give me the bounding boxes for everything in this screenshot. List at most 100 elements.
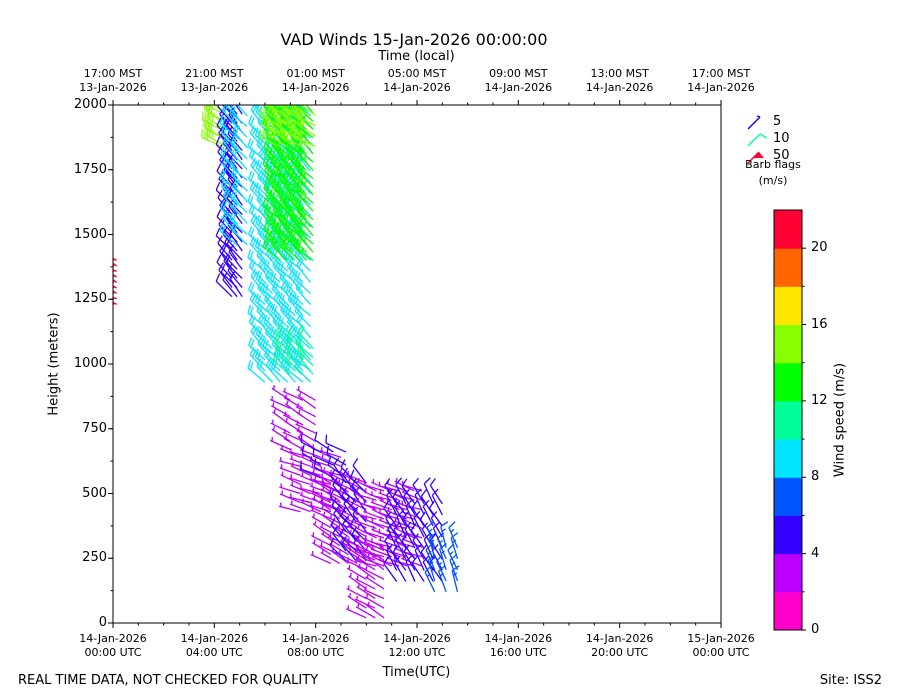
x-top-tick-date: 13-Jan-2026 (180, 81, 249, 94)
barb-feather (222, 202, 227, 211)
barb-feather (272, 174, 277, 183)
wind-barb (236, 105, 248, 117)
barb-feather (275, 180, 280, 190)
barb-feather-half (282, 214, 286, 219)
wind-barb (225, 163, 243, 188)
barb-staff (271, 387, 291, 401)
barb-staff (231, 121, 248, 138)
barb-feather (100, 271, 101, 279)
barb-staff (310, 553, 332, 565)
barb-feather (286, 105, 288, 109)
barb-staff (270, 179, 288, 196)
barb-feather (329, 488, 335, 498)
barb-feather (254, 182, 259, 192)
barb-feather (281, 127, 284, 137)
barb-feather (98, 246, 100, 254)
barb-feather-half (273, 408, 276, 414)
barb-staff (230, 143, 248, 160)
barb-staff (319, 450, 342, 458)
barb-staff (401, 541, 416, 560)
barb-feather-half (281, 230, 285, 236)
x-bottom-tick-time: 00:00 UTC (692, 646, 750, 659)
barb-feather-half (288, 181, 292, 187)
barb-feather (278, 153, 285, 162)
barb-feather (274, 354, 279, 363)
barb-feather (231, 199, 238, 208)
barb-staff (297, 235, 314, 253)
barb-feather (275, 94, 279, 102)
barb-staff (113, 278, 118, 283)
wind-barb (275, 323, 291, 349)
barb-staff (249, 132, 266, 150)
barb-feather-half (366, 573, 369, 579)
x-bottom-tick-date: 15-Jan-2026 (687, 632, 755, 645)
barb-feather (210, 105, 214, 115)
wind-barb (97, 242, 118, 261)
barb-feather (220, 124, 226, 133)
wind-barb (269, 172, 288, 196)
barb-staff (262, 246, 281, 261)
barb-feather (233, 201, 240, 210)
barb-feather-half (275, 222, 279, 227)
wind-barb (219, 168, 238, 192)
barb-staff (113, 290, 118, 294)
barb-staff (265, 142, 281, 161)
barb-feather-half (298, 409, 301, 415)
barb-staff (355, 606, 376, 619)
barb-feather (270, 303, 276, 313)
barb-staff (258, 264, 274, 283)
wind-barb (392, 556, 415, 567)
barb-feather (297, 240, 302, 249)
barb-feather (100, 278, 101, 286)
wind-barb (289, 188, 307, 212)
barb-staff (232, 152, 248, 170)
wind-barb (364, 593, 385, 609)
barb-staff (447, 549, 459, 571)
wind-barb (296, 426, 316, 442)
barb-staff (232, 206, 248, 224)
barb-feather (269, 172, 275, 181)
barb-feather (273, 334, 278, 343)
barb-feather (300, 109, 304, 119)
wind-barb (231, 145, 248, 170)
wind-barb (279, 464, 301, 476)
barb-staff (423, 483, 434, 505)
barb-feather (221, 224, 226, 234)
barb-feather (296, 221, 301, 230)
barb-staff (329, 498, 349, 511)
barb-staff (319, 500, 340, 511)
barb-feather (97, 242, 98, 250)
barb-staff (265, 364, 281, 383)
colorbar-segment (774, 515, 802, 555)
barb-feather (231, 221, 236, 230)
barb-staff (297, 331, 314, 349)
barb-feather (301, 118, 305, 128)
wind-barb (278, 457, 301, 467)
barb-feather (329, 537, 335, 546)
barb-feather-half (297, 426, 300, 432)
x-top-tick-time: 05:00 MST (387, 67, 447, 80)
barb-feather (99, 255, 100, 264)
barb-staff (300, 468, 321, 479)
barb-feather (258, 146, 264, 155)
barb-staff (273, 242, 289, 261)
barb-feather (254, 127, 259, 136)
wind-barb (320, 454, 342, 467)
barb-group-blue-far (424, 521, 460, 593)
barb-feather-half (284, 99, 286, 103)
wind-barb (283, 155, 301, 180)
wind-barb (423, 477, 434, 505)
wind-barb (319, 542, 340, 556)
barb-staff (428, 507, 443, 527)
barb-staff (312, 541, 332, 556)
wind-barb (220, 200, 238, 224)
barb-feather (392, 545, 399, 554)
barb-feather (278, 194, 285, 203)
barb-staff (289, 213, 307, 229)
barb-staff (256, 366, 274, 383)
barb-staff (295, 406, 316, 418)
wind-barb (229, 211, 248, 235)
barb-feather-half (282, 173, 286, 178)
barb-feather (269, 148, 274, 157)
